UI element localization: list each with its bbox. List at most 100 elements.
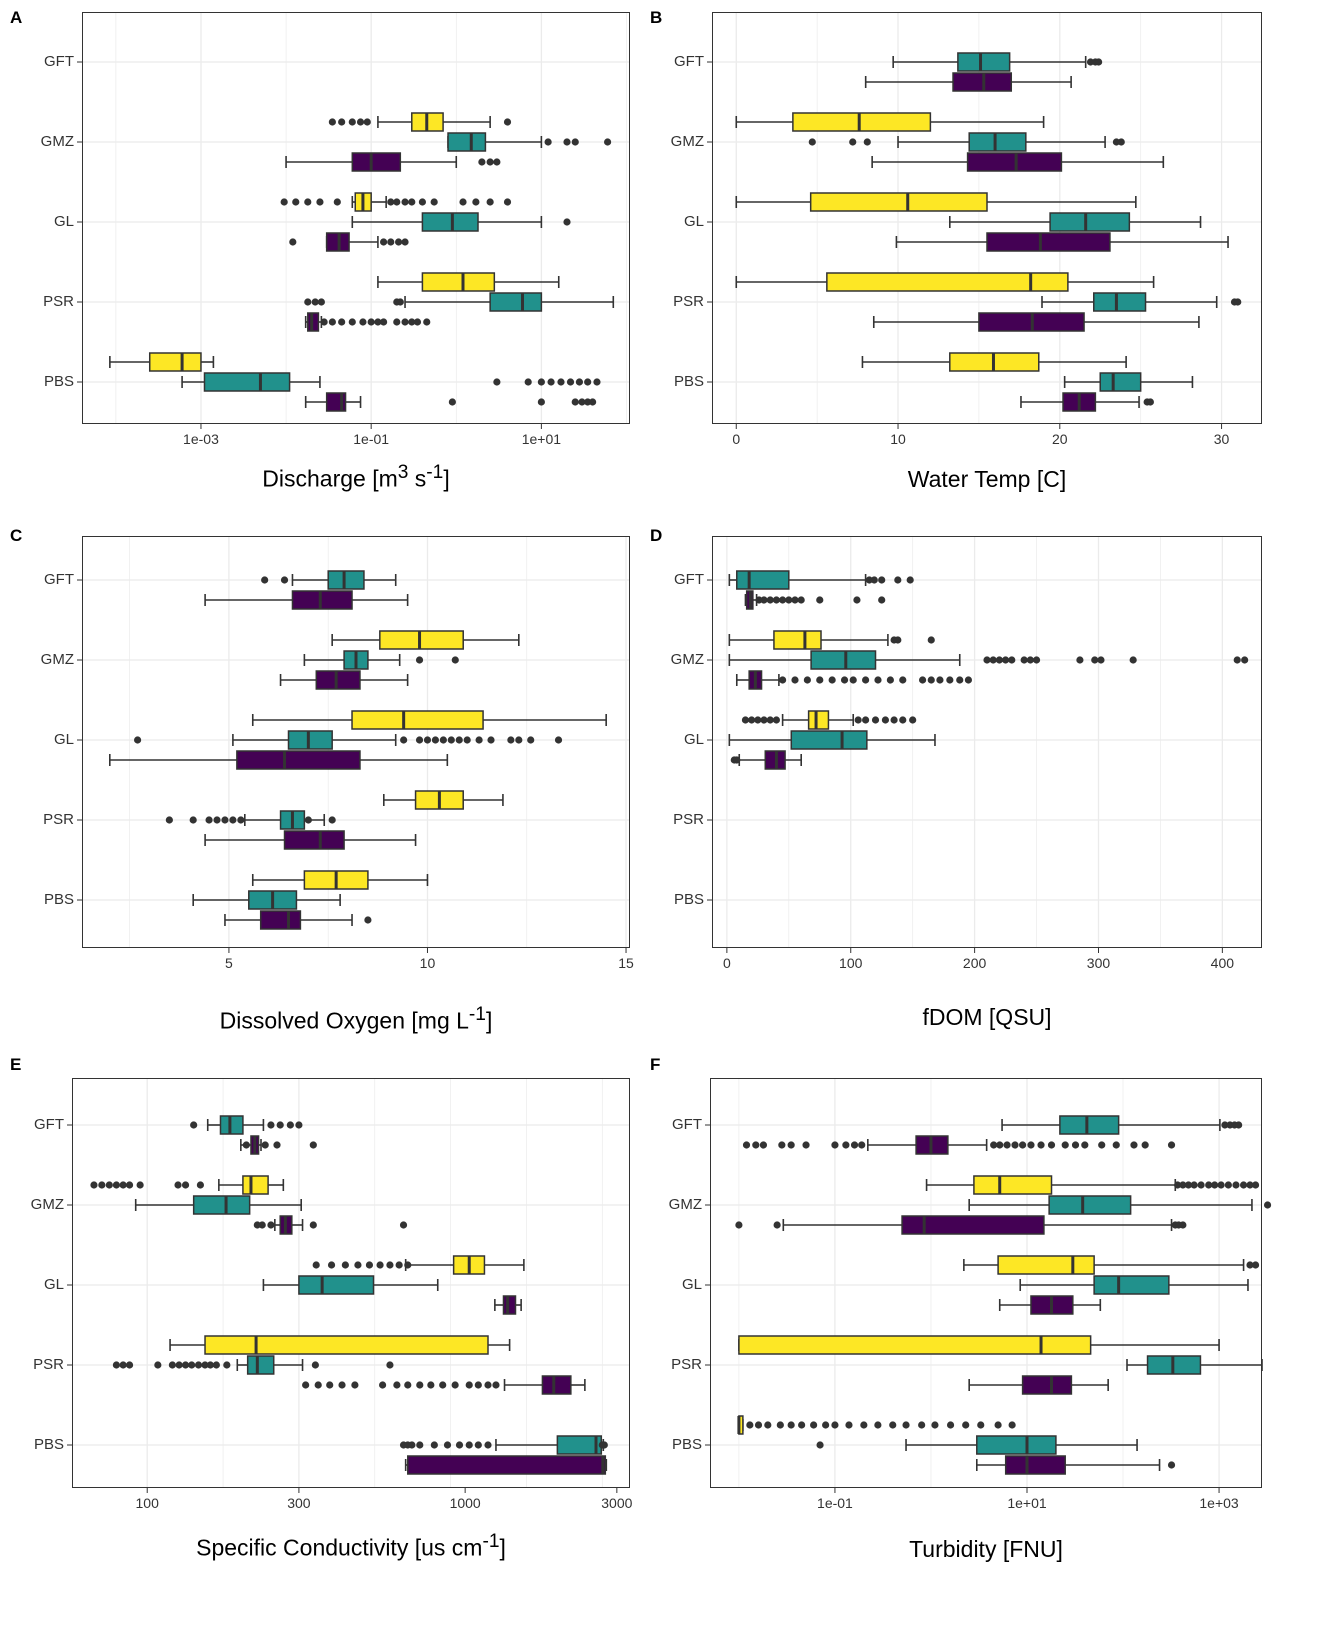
- outlier-point: [196, 1181, 205, 1189]
- outlier-point: [416, 1441, 424, 1449]
- box-iqr: [236, 750, 361, 770]
- box-iqr: [204, 1335, 489, 1355]
- outlier-point: [748, 716, 756, 724]
- outlier-point: [1179, 1221, 1187, 1229]
- y-tick-label: GL: [53, 213, 74, 230]
- outlier-point: [787, 1141, 795, 1149]
- outlier-point: [448, 398, 456, 406]
- x-axis-title: Turbidity [FNU]: [909, 1536, 1063, 1562]
- outlier-point: [439, 1381, 447, 1389]
- outlier-point: [779, 676, 787, 684]
- outlier-point: [881, 716, 890, 724]
- y-tick-label: GFT: [34, 1116, 64, 1133]
- outlier-point: [431, 736, 440, 744]
- y-tick-label: GL: [53, 731, 74, 748]
- outlier-point: [1037, 1141, 1045, 1149]
- box-iqr: [957, 52, 1011, 72]
- boxplot-PSR-purple: [872, 312, 1200, 332]
- outlier-point: [393, 318, 401, 326]
- boxplot-PSR-purple: [304, 312, 431, 332]
- outlier-point: [840, 676, 849, 684]
- outlier-point: [443, 1441, 452, 1449]
- outlier-point: [1071, 1141, 1080, 1149]
- outlier-point: [351, 1381, 359, 1389]
- boxplot-GL-yellow: [251, 710, 607, 730]
- outlier-point: [1008, 1421, 1016, 1429]
- x-tick-label: 5: [225, 955, 233, 971]
- outlier-point: [486, 198, 494, 206]
- x-tick-label: 1e-01: [353, 431, 390, 447]
- boxplot-GFT-purple: [744, 590, 886, 610]
- y-tick-label: GL: [683, 213, 704, 230]
- boxplot-PBS-purple: [404, 1455, 608, 1475]
- boxplot-GMZ-purple: [735, 1215, 1187, 1235]
- x-tick-label: 200: [962, 955, 987, 971]
- boxplot-GL-yellow: [963, 1255, 1260, 1275]
- boxplot-GL-purple: [895, 232, 1229, 252]
- x-tick-label: 3000: [601, 1495, 633, 1511]
- y-tick-label: PSR: [43, 811, 74, 828]
- outlier-point: [125, 1181, 134, 1189]
- outlier-point: [348, 318, 356, 326]
- outlier-point: [387, 198, 395, 206]
- outlier-point: [229, 816, 237, 824]
- outlier-point: [201, 1361, 209, 1369]
- box-iqr: [421, 272, 496, 292]
- outlier-point: [416, 1381, 424, 1389]
- outlier-point: [603, 138, 612, 146]
- outlier-point: [760, 596, 768, 604]
- outlier-point: [311, 298, 319, 306]
- outlier-point: [309, 1141, 317, 1149]
- outlier-point: [983, 656, 991, 664]
- box-iqr: [901, 1215, 1045, 1235]
- outlier-point: [386, 1361, 394, 1369]
- outlier-point: [889, 1421, 897, 1429]
- outlier-point: [735, 1221, 743, 1229]
- boxplot-PSR-yellow: [377, 272, 560, 292]
- x-tick-label: 15: [618, 955, 634, 971]
- boxplot-GL-yellow: [280, 192, 512, 212]
- outlier-point: [463, 736, 471, 744]
- outlier-point: [320, 318, 328, 326]
- boxplot-PBS-yellow: [109, 352, 215, 372]
- outlier-point: [776, 1421, 784, 1429]
- outlier-point: [404, 1381, 412, 1389]
- outlier-point: [894, 636, 902, 644]
- outlier-point: [430, 1441, 438, 1449]
- box-iqr: [541, 1375, 572, 1395]
- outlier-point: [415, 656, 424, 664]
- outlier-point: [742, 1141, 751, 1149]
- outlier-point: [899, 676, 907, 684]
- panel-letter: F: [650, 1055, 661, 1074]
- outlier-point: [316, 198, 324, 206]
- panel-letter: B: [650, 8, 663, 27]
- outlier-point: [367, 318, 375, 326]
- outlier-point: [280, 198, 288, 206]
- outlier-point: [878, 576, 886, 584]
- boxplot-PSR-purple: [204, 830, 417, 850]
- panel-letter: D: [650, 526, 663, 545]
- outlier-point: [1097, 656, 1105, 664]
- outlier-point: [380, 318, 388, 326]
- outlier-point: [314, 1381, 322, 1389]
- boxplot-GMZ-yellow: [728, 630, 935, 650]
- box-iqr: [327, 570, 365, 590]
- outlier-point: [399, 1221, 408, 1229]
- outlier-point: [894, 576, 902, 584]
- outlier-point: [348, 118, 356, 126]
- x-tick-label: 1e-03: [183, 431, 219, 447]
- x-tick-label: 10: [419, 955, 436, 971]
- outlier-point: [474, 1441, 482, 1449]
- y-tick-label: PSR: [673, 293, 704, 310]
- boxplot-GMZ-teal: [134, 1195, 302, 1215]
- outlier-point: [1184, 1181, 1193, 1189]
- outlier-point: [831, 1421, 839, 1429]
- box-iqr: [351, 152, 402, 172]
- x-tick-label: 1000: [449, 1495, 481, 1511]
- boxplot-PSR-teal: [112, 1355, 394, 1375]
- boxplot-GMZ-purple: [735, 670, 973, 690]
- outlier-point: [363, 118, 371, 126]
- outlier-point: [206, 1361, 214, 1369]
- outlier-point: [136, 1181, 144, 1189]
